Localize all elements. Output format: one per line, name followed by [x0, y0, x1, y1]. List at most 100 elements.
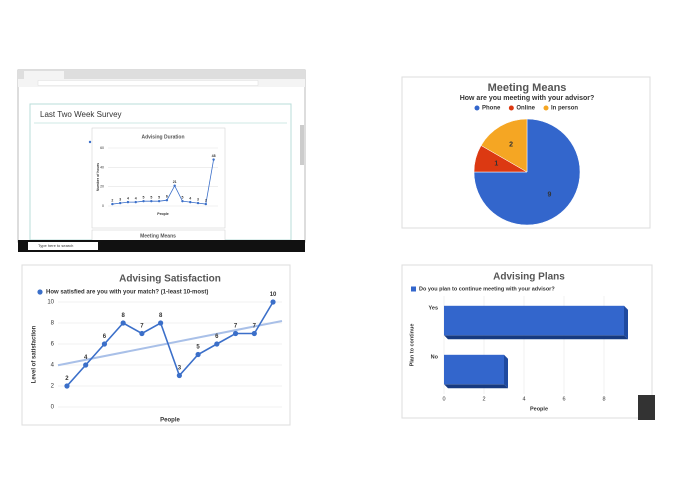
- y-tick-label: Yes: [429, 305, 438, 311]
- data-point: [101, 341, 108, 347]
- y-axis-label: Plan to continue: [409, 324, 415, 367]
- search-box: [28, 242, 98, 250]
- data-point: [158, 320, 164, 326]
- data-point: [176, 372, 182, 379]
- y-axis-label: Level of satisfaction: [32, 325, 38, 383]
- y-axis-label: Number of hours: [96, 163, 100, 191]
- card-title: Meeting Means: [140, 233, 176, 239]
- y-tick-label: 0: [102, 204, 104, 208]
- data-label: 3: [197, 197, 199, 201]
- chart-subtitle: How are you meeting with your advisor?: [460, 95, 595, 102]
- bar: [444, 354, 504, 385]
- data-point: [150, 199, 153, 203]
- y-tick-label: 60: [100, 146, 104, 150]
- legend-marker: [474, 105, 480, 111]
- data-label: 21: [173, 180, 177, 184]
- y-tick-label: 40: [100, 165, 104, 169]
- bar-bottom: [444, 384, 508, 389]
- trendline: [57, 319, 283, 367]
- data-label: 7: [234, 323, 238, 329]
- data-point: [111, 202, 114, 206]
- data-point: [120, 320, 126, 326]
- scrollbar: [300, 125, 304, 165]
- legend-marker: [88, 140, 92, 144]
- data-label: 4: [84, 355, 88, 361]
- data-label: 3: [119, 197, 121, 201]
- y-tick-label: 4: [51, 363, 55, 369]
- data-label: 1: [494, 161, 498, 168]
- data-label: 2: [205, 198, 207, 202]
- data-point: [157, 199, 161, 203]
- data-point: [189, 200, 192, 204]
- legend-marker: [411, 286, 416, 292]
- data-label: 7: [140, 323, 144, 329]
- data-label: 4: [127, 196, 129, 200]
- data-point: [139, 330, 145, 337]
- legend-label: Online: [516, 106, 535, 112]
- legend-marker: [543, 105, 549, 111]
- y-tick-label: 20: [100, 185, 104, 189]
- x-axis-label: People: [157, 212, 169, 216]
- y-tick-label: 10: [47, 300, 54, 306]
- tab-bar: [18, 70, 305, 79]
- data-point: [126, 200, 130, 204]
- chart-title: Advising Satisfaction: [119, 274, 221, 285]
- x-axis-label: People: [530, 406, 548, 412]
- legend-label: Phone: [482, 106, 501, 112]
- data-label: 8: [121, 313, 125, 319]
- data-point: [173, 184, 176, 187]
- x-tick-label: 8: [602, 396, 605, 402]
- bar-side: [504, 354, 508, 389]
- y-tick-label: 2: [51, 384, 55, 390]
- data-label: 6: [215, 334, 219, 340]
- data-point: [232, 330, 239, 337]
- y-tick-label: 6: [51, 342, 55, 348]
- chart-card: [91, 127, 226, 229]
- data-label: 2: [111, 198, 113, 202]
- chart-title: Advising Plans: [493, 272, 565, 283]
- data-label: 5: [158, 195, 160, 199]
- data-label: 4: [135, 196, 137, 200]
- data-label: 2: [65, 376, 69, 382]
- data-point: [142, 199, 145, 203]
- x-axis-label: People: [160, 418, 180, 424]
- data-label: 6: [103, 334, 107, 340]
- data-label: 10: [270, 292, 277, 298]
- data-point: [196, 201, 200, 205]
- data-point: [204, 202, 208, 206]
- bar: [444, 305, 624, 336]
- legend-marker: [37, 289, 43, 295]
- y-tick-label: 8: [51, 321, 55, 327]
- data-point: [83, 362, 89, 368]
- data-point: [195, 351, 201, 358]
- x-tick-label: 0: [442, 396, 445, 402]
- legend-marker: [508, 105, 514, 111]
- y-tick-label: No: [431, 354, 439, 360]
- data-label: 5: [143, 195, 145, 199]
- data-label: 2: [509, 141, 513, 148]
- series-line: [112, 159, 214, 205]
- chart-card: [401, 264, 653, 419]
- url-field: [37, 80, 259, 86]
- x-tick-label: 6: [562, 396, 565, 402]
- data-label: 48: [212, 154, 216, 158]
- legend-label: Do you plan to continue meeting with you…: [419, 286, 555, 292]
- data-point: [212, 158, 215, 161]
- bar-bottom: [444, 335, 628, 340]
- y-tick-label: 0: [51, 405, 55, 411]
- data-label: 9: [548, 191, 552, 198]
- data-label: 6: [166, 195, 168, 199]
- series-line: [66, 301, 274, 387]
- data-label: 3: [178, 365, 182, 371]
- data-label: 4: [189, 196, 191, 200]
- data-label: 5: [196, 344, 200, 350]
- data-point: [181, 199, 184, 203]
- data-point: [134, 200, 137, 204]
- page-heading: Last Two Week Survey: [40, 110, 122, 119]
- search-text: Type here to search: [38, 243, 73, 248]
- data-point: [270, 299, 276, 305]
- x-tick-label: 4: [522, 396, 525, 402]
- pie-slice: [480, 118, 528, 173]
- x-tick-label: 2: [482, 396, 485, 402]
